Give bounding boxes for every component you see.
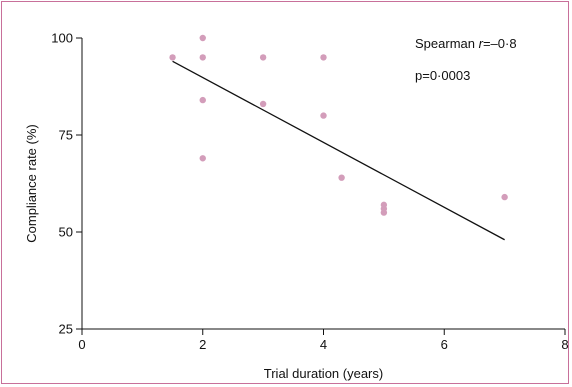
x-tick-label: 8 — [561, 337, 568, 352]
spearman-annotation: Spearman r=–0·8 — [415, 36, 517, 51]
data-point — [501, 193, 508, 201]
data-point — [380, 209, 388, 216]
x-tick-label: 6 — [441, 337, 448, 352]
data-point — [199, 34, 206, 42]
x-axis-title: Trial duration (years) — [264, 366, 383, 381]
y-axis-title: Compliance rate (%) — [24, 124, 39, 243]
x-tick-label: 2 — [199, 337, 206, 352]
axes — [81, 38, 565, 330]
data-point — [199, 155, 206, 162]
data-point — [320, 54, 327, 61]
data-point — [320, 112, 327, 119]
y-tick-label: 25 — [59, 322, 73, 337]
x-tick-label: 0 — [78, 337, 85, 352]
x-ticks: 0 2 4 6 8 — [78, 329, 569, 352]
y-ticks: 25 50 75 100 — [51, 31, 82, 337]
y-tick-label: 50 — [59, 225, 73, 240]
fit-line-group — [172, 60, 505, 241]
spearman-r-symbol: r — [479, 36, 484, 51]
y-tick-label: 75 — [59, 128, 73, 143]
y-tick-label: 100 — [51, 31, 73, 46]
regression-line — [172, 60, 505, 241]
data-point — [338, 174, 345, 181]
data-point — [259, 54, 267, 61]
data-point — [199, 54, 206, 61]
data-point — [199, 96, 206, 104]
p-value-annotation: p=0·0003 — [415, 68, 470, 83]
spearman-prefix: Spearman — [415, 36, 479, 51]
x-tick-label: 4 — [320, 337, 327, 352]
spearman-value: =–0·8 — [483, 36, 517, 51]
data-point — [259, 100, 267, 108]
data-points — [169, 34, 508, 216]
data-point — [169, 54, 176, 61]
